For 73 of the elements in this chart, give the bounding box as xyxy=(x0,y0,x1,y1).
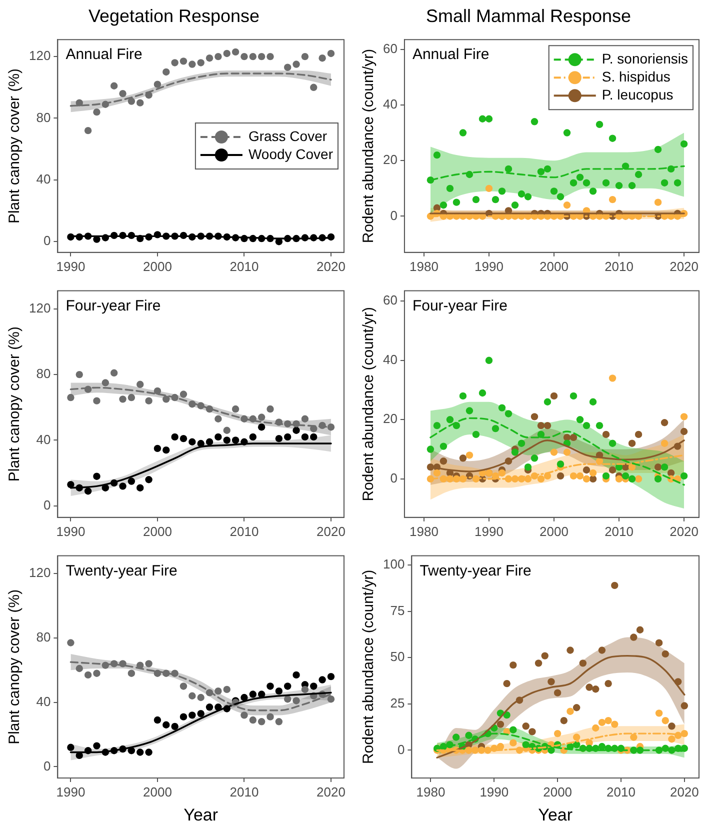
x-tick-label: 2000 xyxy=(540,258,568,274)
x-tick-label: 2010 xyxy=(604,258,634,274)
x-tick-label: 2020 xyxy=(670,784,699,800)
y-tick-label: 120 xyxy=(28,48,51,64)
x-tick-label: 2010 xyxy=(230,784,259,800)
x-tick-label: 1990 xyxy=(474,258,504,274)
x-tick-label: 2000 xyxy=(143,784,172,800)
y-tick-label: 120 xyxy=(28,565,51,580)
y-axis-title: Rodent abundance (count/yr) xyxy=(360,306,378,502)
y-tick-label: 120 xyxy=(28,300,51,316)
x-tick-label: 2000 xyxy=(540,524,568,539)
x-tick-label: 1980 xyxy=(410,258,438,274)
x-tick-label: 2010 xyxy=(606,784,636,800)
x-tick-label: 1990 xyxy=(56,258,86,274)
x-axis-title: Year xyxy=(184,805,218,824)
y-tick-label: 40 xyxy=(36,694,51,709)
y-tick-label: 75 xyxy=(390,602,405,618)
y-tick-label: 40 xyxy=(382,96,398,112)
y-tick-label: 100 xyxy=(382,556,405,572)
y-axis-title: Plant canopy cover (%) xyxy=(6,326,24,482)
y-tick-label: 0 xyxy=(397,742,405,757)
y-tick-label: 0 xyxy=(43,758,51,774)
y-tick-label: 80 xyxy=(36,629,51,644)
y-axis-title: Plant canopy cover (%) xyxy=(6,589,24,744)
y-tick-label: 40 xyxy=(36,172,51,187)
y-tick-label: 25 xyxy=(390,696,405,711)
x-tick-label: 2000 xyxy=(143,258,172,274)
chart-title: Vegetation Response xyxy=(88,6,260,26)
y-tick-label: 80 xyxy=(36,366,51,382)
x-tick-label: 2020 xyxy=(670,258,699,274)
x-tick-label: 2000 xyxy=(543,784,572,800)
x-tick-label: 1980 xyxy=(410,524,438,539)
y-tick-label: 0 xyxy=(390,470,398,486)
y-tick-label: 20 xyxy=(382,411,398,426)
legend-label: Grass Cover xyxy=(248,128,328,144)
y-tick-label: 50 xyxy=(390,649,405,664)
y-tick-label: 60 xyxy=(382,40,398,56)
x-tick-label: 2010 xyxy=(230,524,259,539)
x-tick-label: 2020 xyxy=(670,524,699,539)
y-axis-title: Plant canopy cover (%) xyxy=(6,68,24,224)
x-tick-label: 1990 xyxy=(480,784,509,800)
y-tick-label: 20 xyxy=(382,152,398,168)
x-axis-title: Year xyxy=(538,805,573,824)
x-tick-label: 1990 xyxy=(56,784,86,800)
annotation: Annual Fire xyxy=(412,46,490,64)
y-tick-label: 0 xyxy=(43,233,51,248)
y-axis-title: Rodent abundance (count/yr) xyxy=(360,48,378,244)
legend-label: Woody Cover xyxy=(248,146,334,162)
legend-label: S. hispidus xyxy=(602,68,670,84)
y-tick-label: 40 xyxy=(382,352,398,367)
annotation: Four-year Fire xyxy=(66,297,161,314)
legend-label: P. leucopus xyxy=(602,86,674,102)
x-tick-label: 1980 xyxy=(416,784,446,800)
y-tick-label: 60 xyxy=(382,292,398,308)
x-tick-label: 2020 xyxy=(316,524,346,539)
legend-label: P. sonoriensis xyxy=(602,50,688,66)
x-tick-label: 2010 xyxy=(604,524,634,539)
chart-title: Small Mammal Response xyxy=(426,6,632,26)
annotation: Twenty-year Fire xyxy=(420,562,532,580)
x-tick-label: 2010 xyxy=(230,258,259,274)
y-tick-label: 40 xyxy=(36,432,51,447)
annotation: Annual Fire xyxy=(66,46,142,64)
y-tick-label: 0 xyxy=(390,208,398,223)
annotation: Four-year Fire xyxy=(412,297,508,314)
x-tick-label: 1990 xyxy=(56,524,86,539)
y-tick-label: 0 xyxy=(43,497,51,512)
x-tick-label: 2000 xyxy=(143,524,172,539)
y-axis-title: Rodent abundance (count/yr) xyxy=(360,570,378,764)
x-tick-label: 1990 xyxy=(474,524,504,539)
annotation: Twenty-year Fire xyxy=(66,562,178,580)
x-tick-label: 2020 xyxy=(316,784,346,800)
y-tick-label: 80 xyxy=(36,110,51,125)
x-tick-label: 2020 xyxy=(316,258,346,274)
